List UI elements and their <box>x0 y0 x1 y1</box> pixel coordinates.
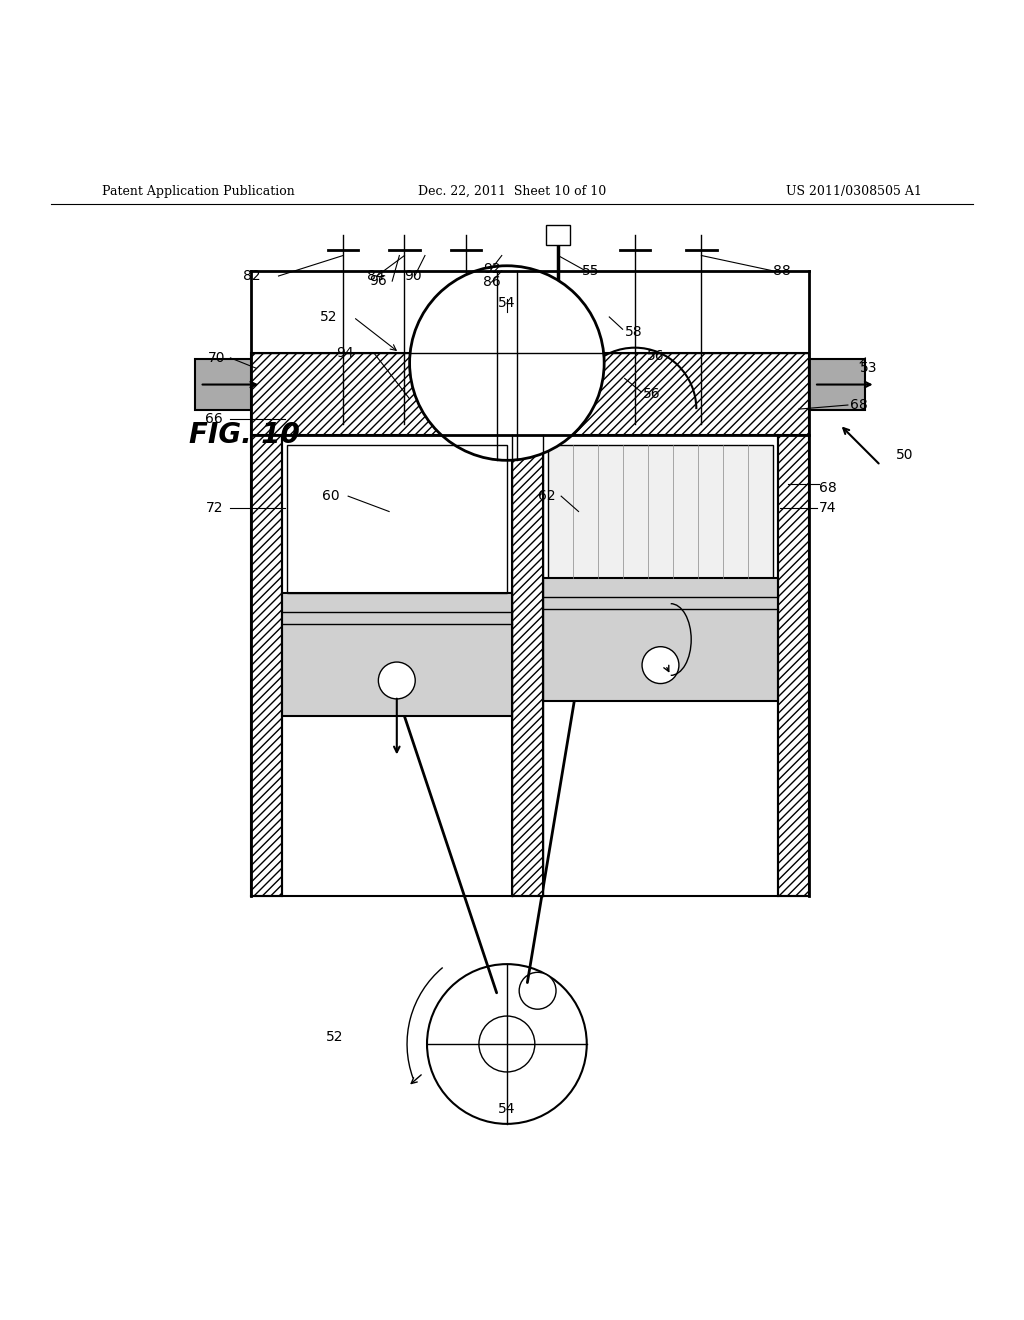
Text: 56: 56 <box>647 348 665 363</box>
Text: Patent Application Publication: Patent Application Publication <box>102 185 295 198</box>
Text: 50: 50 <box>896 449 913 462</box>
Bar <box>287 445 507 594</box>
Circle shape <box>410 265 604 461</box>
Text: 74: 74 <box>819 502 837 515</box>
Text: 96: 96 <box>370 275 387 288</box>
Text: 66: 66 <box>206 412 223 426</box>
Text: FIG. 10: FIG. 10 <box>189 421 300 449</box>
Text: 88: 88 <box>773 264 791 279</box>
Text: 52: 52 <box>326 1030 343 1044</box>
Text: 56: 56 <box>643 387 660 401</box>
Circle shape <box>519 973 556 1010</box>
Bar <box>282 366 512 434</box>
Bar <box>546 224 570 246</box>
Text: US 2011/0308505 A1: US 2011/0308505 A1 <box>785 185 922 198</box>
Text: 84: 84 <box>367 269 384 282</box>
Text: 62: 62 <box>539 490 556 503</box>
Bar <box>282 594 512 717</box>
Text: 94: 94 <box>336 346 353 360</box>
Circle shape <box>579 601 599 622</box>
Circle shape <box>642 647 679 684</box>
Text: 68: 68 <box>819 480 837 495</box>
Bar <box>778 434 809 895</box>
Text: 55: 55 <box>582 264 599 279</box>
Text: Dec. 22, 2011  Sheet 10 of 10: Dec. 22, 2011 Sheet 10 of 10 <box>418 185 606 198</box>
Text: 90: 90 <box>404 269 422 282</box>
Circle shape <box>378 663 416 698</box>
Text: 92: 92 <box>483 261 501 276</box>
Text: 70: 70 <box>208 351 225 364</box>
Bar <box>548 445 773 578</box>
Text: 53: 53 <box>860 362 878 375</box>
Bar <box>512 434 543 895</box>
Bar <box>251 352 809 434</box>
Text: 72: 72 <box>206 502 223 515</box>
Bar <box>195 359 251 411</box>
Circle shape <box>427 964 587 1123</box>
Bar <box>543 578 778 701</box>
Circle shape <box>353 594 374 614</box>
Bar <box>287 445 507 594</box>
Text: 68: 68 <box>850 399 867 412</box>
Text: 82: 82 <box>244 269 261 282</box>
Text: 60: 60 <box>323 490 340 503</box>
Bar <box>251 434 282 895</box>
Circle shape <box>479 1016 535 1072</box>
Text: 52: 52 <box>321 310 338 323</box>
Text: 58: 58 <box>625 325 642 339</box>
Text: 54: 54 <box>498 1102 516 1117</box>
Text: 86: 86 <box>483 275 501 289</box>
Text: 54: 54 <box>498 297 516 310</box>
Bar <box>809 359 865 411</box>
